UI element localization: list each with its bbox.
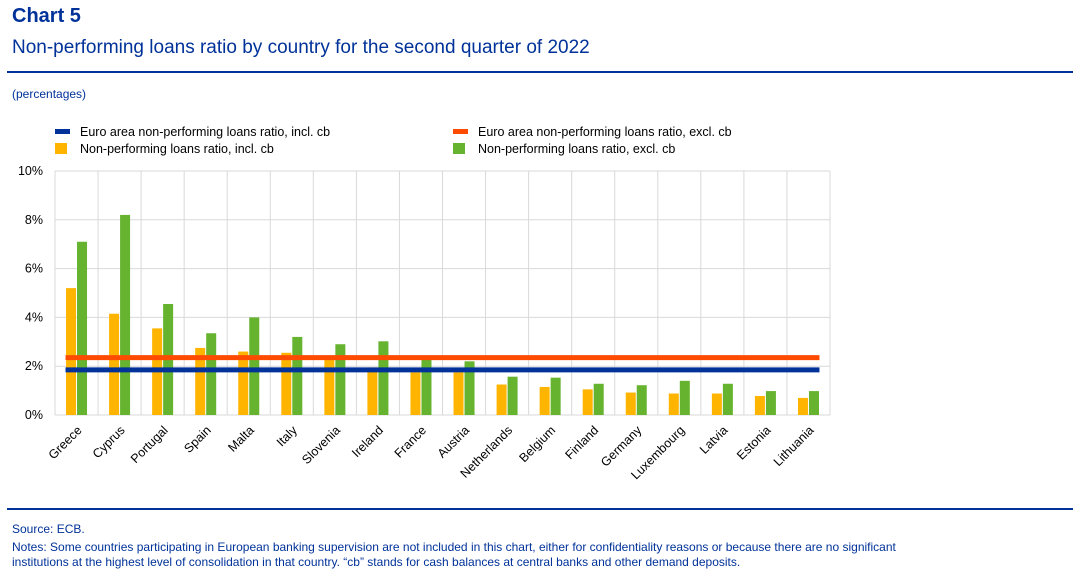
x-tick-label: Estonia bbox=[734, 423, 773, 462]
bar-excl-cb bbox=[378, 341, 389, 415]
legend-label-incl-bar: Non-performing loans ratio, incl. cb bbox=[80, 142, 274, 156]
chart-title: Non-performing loans ratio by country fo… bbox=[12, 37, 590, 58]
y-tick-label: 6% bbox=[25, 262, 43, 276]
chart-number: Chart 5 bbox=[12, 5, 81, 27]
bar-excl-cb bbox=[765, 391, 776, 415]
x-tick-label: Portugal bbox=[128, 423, 171, 466]
y-tick-label: 10% bbox=[18, 164, 43, 178]
bar-incl-cb bbox=[109, 313, 120, 415]
legend-swatch-incl-line bbox=[55, 129, 70, 134]
npl-chart: Euro area non-performing loans ratio, in… bbox=[18, 125, 831, 483]
top-divider bbox=[7, 71, 1073, 73]
legend-swatch-excl-bar bbox=[453, 143, 465, 154]
bar-excl-cb bbox=[808, 391, 819, 415]
x-tick-label: Latvia bbox=[697, 423, 731, 457]
bar-incl-cb bbox=[539, 386, 550, 415]
bar-excl-cb bbox=[593, 383, 604, 415]
gridlines bbox=[54, 170, 831, 416]
bar-incl-cb bbox=[625, 392, 636, 415]
bar-incl-cb bbox=[195, 347, 206, 415]
legend-label-excl-bar: Non-performing loans ratio, excl. cb bbox=[478, 142, 675, 156]
bar-excl-cb bbox=[292, 336, 303, 415]
bar-incl-cb bbox=[281, 352, 292, 415]
bar-incl-cb bbox=[668, 393, 679, 415]
y-tick-label: 4% bbox=[25, 310, 43, 324]
bar-excl-cb bbox=[120, 214, 131, 415]
bar-excl-cb bbox=[722, 383, 733, 415]
bar-incl-cb bbox=[711, 393, 722, 415]
x-tick-label: Slovenia bbox=[299, 423, 343, 467]
y-axis-ticks: 0% 2% 4% 6% 8% 10% bbox=[18, 164, 43, 422]
bar-incl-cb bbox=[324, 358, 335, 415]
x-tick-label: Ireland bbox=[349, 423, 386, 460]
bar-excl-cb bbox=[335, 344, 346, 415]
bar-incl-cb bbox=[754, 395, 765, 415]
bar-excl-cb bbox=[679, 380, 690, 415]
bar-excl-cb bbox=[636, 385, 647, 415]
x-tick-label: Italy bbox=[274, 423, 301, 450]
bottom-divider bbox=[7, 508, 1073, 510]
y-tick-label: 2% bbox=[25, 359, 43, 373]
x-tick-label: Cyprus bbox=[90, 423, 128, 461]
bar-excl-cb bbox=[464, 361, 475, 415]
bar-excl-cb bbox=[206, 333, 217, 415]
bar-excl-cb bbox=[77, 241, 88, 415]
y-tick-label: 0% bbox=[25, 408, 43, 422]
bar-incl-cb bbox=[66, 288, 77, 415]
legend-label-excl-line: Euro area non-performing loans ratio, ex… bbox=[478, 125, 732, 139]
bar-incl-cb bbox=[797, 397, 808, 415]
bar-incl-cb bbox=[496, 384, 507, 415]
notes-line-2: institutions at the highest level of con… bbox=[12, 555, 741, 569]
bar-excl-cb bbox=[507, 376, 518, 415]
bar-incl-cb bbox=[367, 367, 378, 415]
legend-label-incl-line: Euro area non-performing loans ratio, in… bbox=[80, 125, 330, 139]
x-tick-label: France bbox=[392, 423, 429, 460]
reference-lines bbox=[65, 355, 820, 373]
x-tick-label: Malta bbox=[225, 423, 257, 455]
bar-incl-cb bbox=[410, 372, 421, 415]
x-tick-label: Greece bbox=[46, 423, 85, 462]
bar-incl-cb bbox=[238, 351, 249, 415]
bar-excl-cb bbox=[421, 357, 432, 415]
x-axis-ticks: Greece Cyprus Portugal Spain Malta Italy Slove… bbox=[46, 423, 817, 483]
x-tick-label: Austria bbox=[435, 423, 472, 460]
y-tick-label: 8% bbox=[25, 213, 43, 227]
x-tick-label: Spain bbox=[181, 423, 214, 456]
legend-swatch-excl-line bbox=[453, 129, 468, 134]
legend-swatch-incl-bar bbox=[55, 143, 67, 154]
source-note: Source: ECB. bbox=[12, 522, 85, 536]
legend: Euro area non-performing loans ratio, in… bbox=[55, 125, 732, 156]
bar-excl-cb bbox=[249, 317, 260, 415]
notes-line-1: Notes: Some countries participating in E… bbox=[12, 540, 896, 554]
bar-incl-cb bbox=[453, 372, 464, 415]
bar-excl-cb bbox=[550, 377, 561, 415]
unit-label: (percentages) bbox=[12, 87, 87, 101]
x-tick-label: Lithuania bbox=[771, 423, 817, 469]
bar-incl-cb bbox=[582, 389, 593, 415]
x-tick-label: Finland bbox=[562, 423, 601, 462]
x-tick-label: Belgium bbox=[516, 423, 558, 465]
